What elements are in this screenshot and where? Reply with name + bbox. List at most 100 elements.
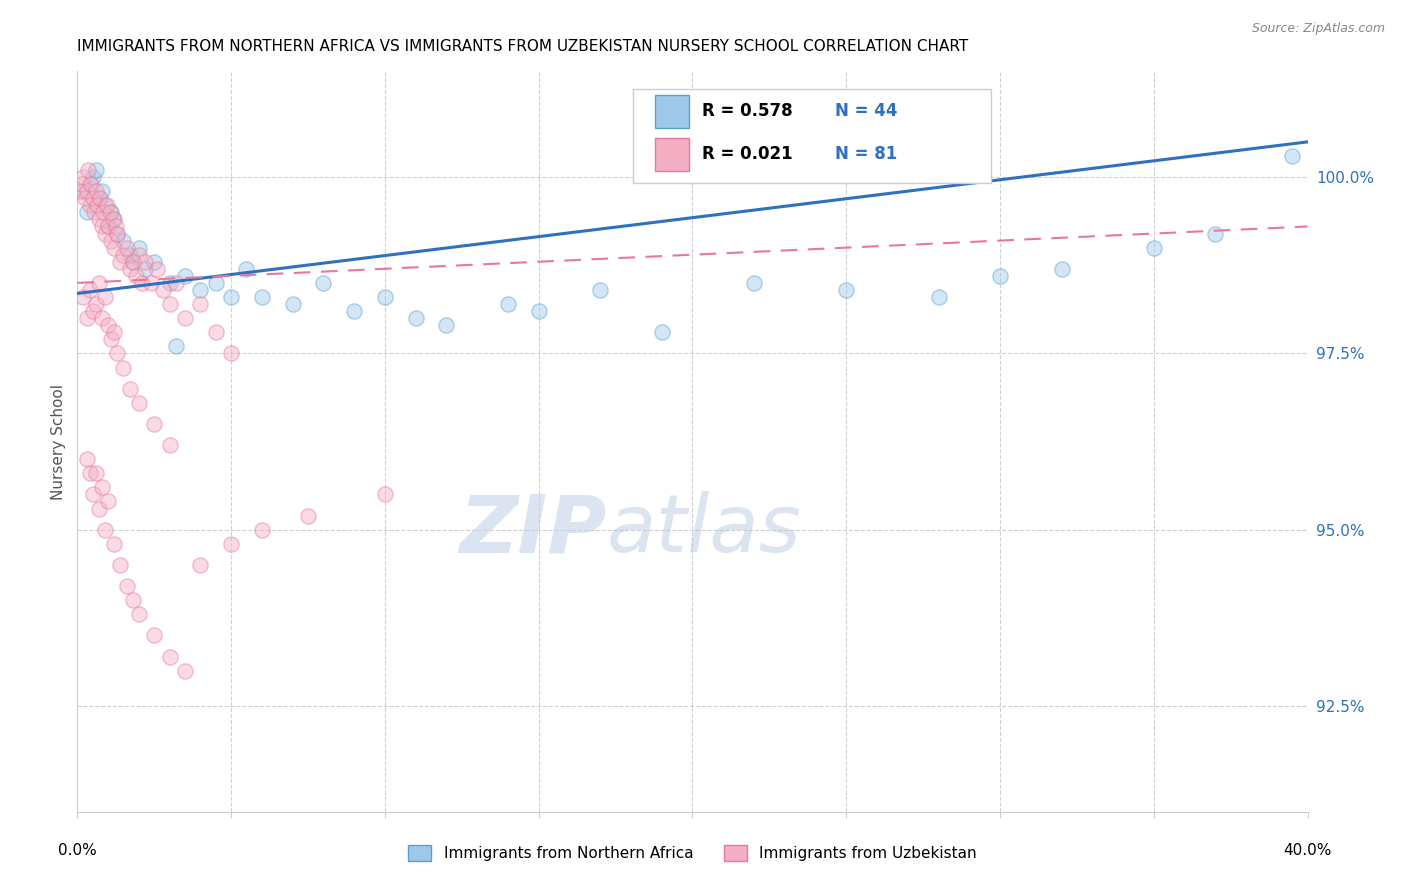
Point [87, 501, 110, 516]
Point [84, 163, 107, 178]
Point [297, 508, 319, 523]
Point [159, 297, 181, 311]
Point [76, 452, 98, 467]
Point [90, 311, 114, 326]
Point [72, 290, 94, 304]
Point [165, 339, 187, 353]
Point [152, 283, 174, 297]
Point [121, 254, 143, 268]
Point [204, 276, 226, 290]
Point [79, 198, 101, 212]
Point [159, 438, 181, 452]
Point [69, 184, 91, 198]
Point [188, 297, 212, 311]
Text: 40.0%: 40.0% [1284, 844, 1331, 858]
Point [82, 304, 104, 318]
Point [76, 205, 98, 219]
Point [219, 290, 242, 304]
Text: ZIP: ZIP [458, 491, 606, 569]
Point [97, 318, 120, 333]
Point [188, 283, 212, 297]
Point [219, 346, 242, 360]
Point [281, 297, 304, 311]
Point [94, 290, 117, 304]
Point [235, 261, 257, 276]
Y-axis label: Nursery School: Nursery School [51, 384, 66, 500]
Point [141, 276, 163, 290]
Point [188, 558, 212, 572]
Point [82, 170, 104, 185]
Point [70, 177, 93, 191]
Point [143, 628, 166, 642]
Point [112, 248, 135, 262]
Point [131, 276, 153, 290]
Point [87, 212, 110, 227]
Point [343, 304, 366, 318]
Point [82, 487, 104, 501]
Point [1050, 261, 1073, 276]
Point [79, 467, 101, 481]
Point [374, 290, 396, 304]
Text: N = 81: N = 81 [835, 145, 897, 163]
Point [98, 205, 121, 219]
Text: R = 0.578: R = 0.578 [702, 103, 792, 120]
Point [115, 241, 138, 255]
Point [77, 163, 100, 178]
Point [79, 283, 101, 297]
Point [93, 205, 115, 219]
Point [84, 297, 107, 311]
Point [143, 254, 166, 268]
Point [125, 268, 148, 283]
Point [165, 276, 187, 290]
Point [96, 198, 118, 212]
Point [90, 480, 114, 494]
Point [589, 283, 612, 297]
Point [159, 649, 181, 664]
Point [97, 219, 120, 234]
Point [97, 494, 120, 508]
Point [651, 325, 673, 339]
Point [250, 523, 273, 537]
Point [174, 268, 197, 283]
Point [83, 205, 105, 219]
Point [128, 248, 150, 262]
Text: R = 0.021: R = 0.021 [702, 145, 792, 163]
Point [112, 360, 135, 375]
Point [121, 593, 143, 607]
Point [204, 325, 226, 339]
Point [82, 191, 104, 205]
Point [105, 227, 128, 241]
Point [128, 396, 150, 410]
Point [100, 205, 122, 219]
Point [103, 241, 125, 255]
Point [1204, 227, 1226, 241]
Point [105, 227, 128, 241]
Point [174, 311, 197, 326]
Point [118, 248, 141, 262]
Point [174, 664, 197, 678]
Point [405, 311, 427, 326]
Point [110, 558, 132, 572]
Point [134, 254, 156, 268]
Point [87, 276, 110, 290]
Point [128, 241, 150, 255]
Point [100, 234, 122, 248]
Legend: Immigrants from Northern Africa, Immigrants from Uzbekistan: Immigrants from Northern Africa, Immigra… [402, 838, 983, 867]
Point [527, 304, 550, 318]
Point [496, 297, 519, 311]
Point [115, 579, 138, 593]
Point [94, 227, 117, 241]
Point [76, 184, 98, 198]
Point [143, 417, 166, 431]
Point [250, 290, 273, 304]
Point [76, 311, 98, 326]
Point [988, 268, 1011, 283]
Point [94, 198, 117, 212]
Point [219, 537, 242, 551]
Point [84, 467, 107, 481]
Point [86, 198, 108, 212]
Point [104, 219, 127, 234]
Point [312, 276, 335, 290]
Point [94, 523, 117, 537]
Point [742, 276, 765, 290]
